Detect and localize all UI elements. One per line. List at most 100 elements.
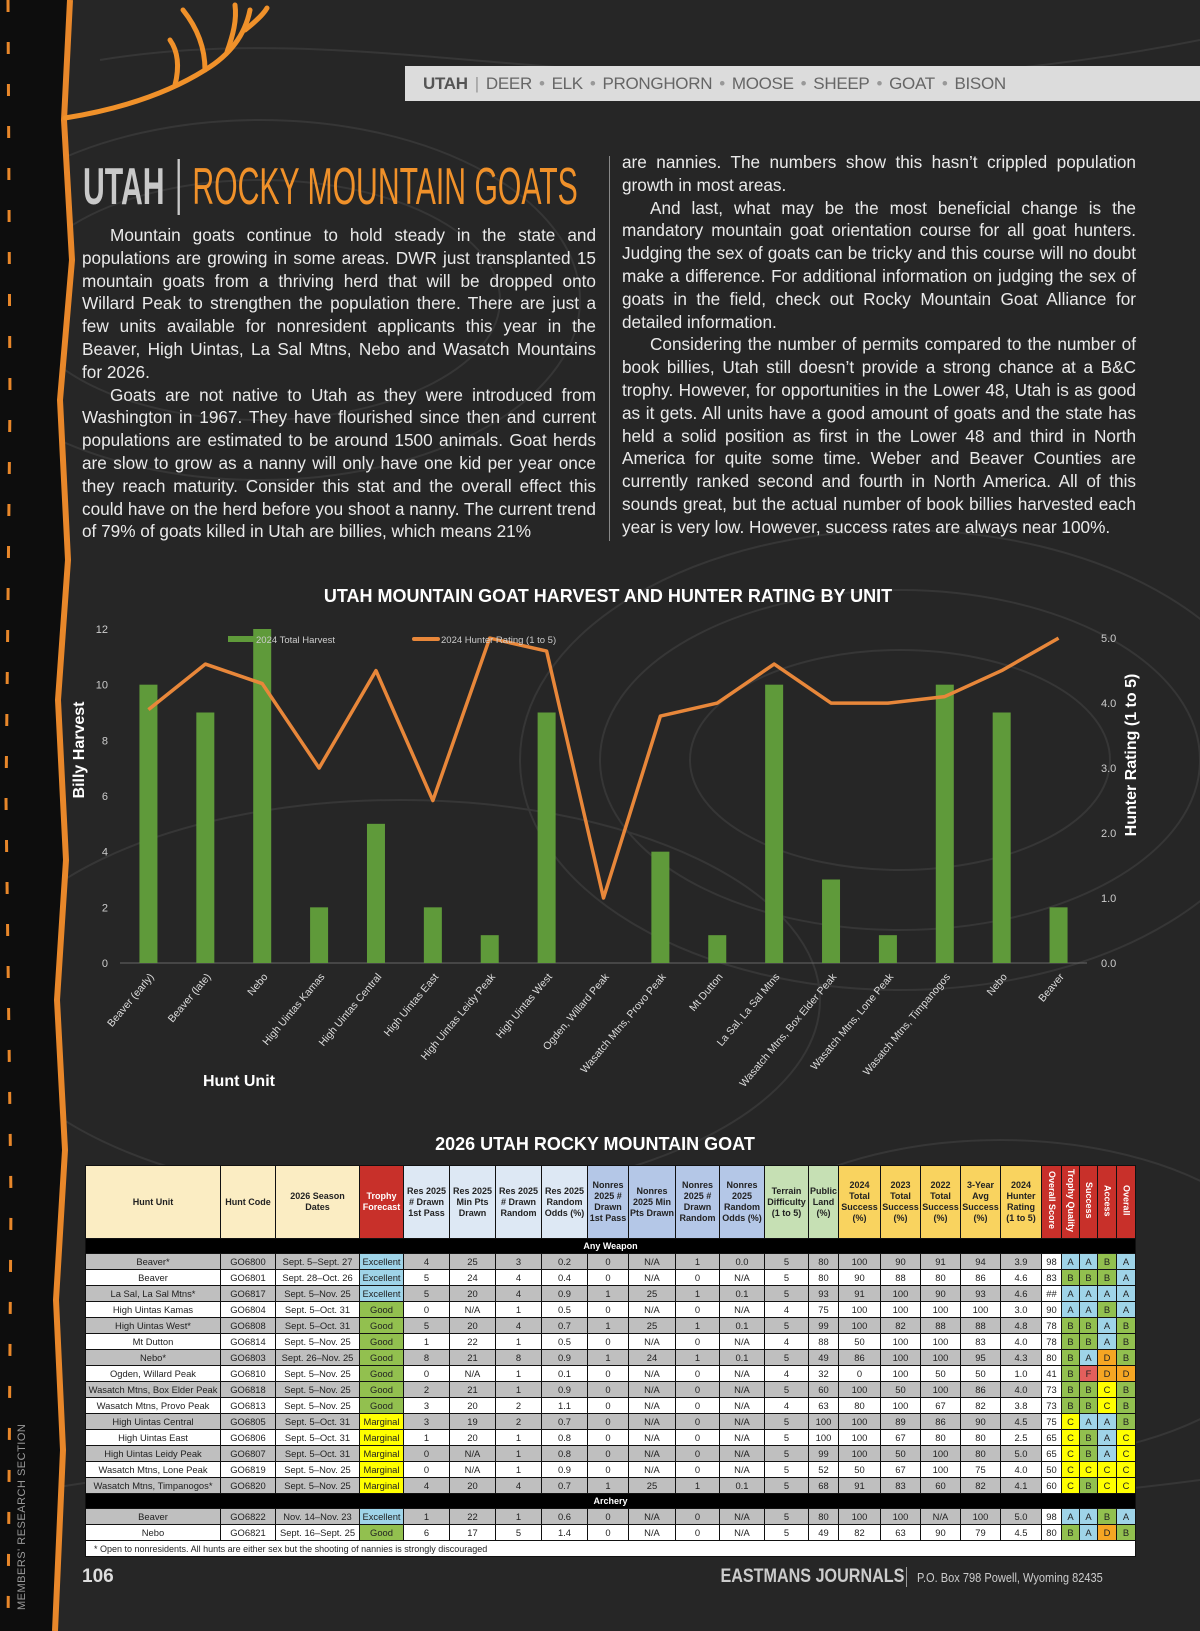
table-row[interactable]: Wasatch Mtns, Provo Peak GO6813 Sept. 5–No…	[85, 1397, 1136, 1414]
table-cell: 4.6	[1000, 1285, 1042, 1302]
trophy-forecast-badge: Good	[359, 1317, 404, 1334]
trophy-forecast-badge: Good	[359, 1381, 404, 1398]
table-cell: 100	[920, 1461, 961, 1478]
grade-cell: B	[1061, 1333, 1080, 1350]
grade-cell: B	[1079, 1397, 1098, 1414]
table-cell: 83	[880, 1477, 921, 1494]
table-cell: 5	[403, 1317, 450, 1334]
antler-logo	[62, 2, 270, 121]
table-row[interactable]: Nebo GO6821 Sept. 16–Sept. 25 Good 6 17 5 1.4 0 N…	[85, 1524, 1136, 1541]
table-cell: 100	[920, 1445, 961, 1462]
column-header: Res 2025 # Drawn Random	[495, 1165, 542, 1239]
table-cell: 93	[808, 1285, 839, 1302]
nav-deer[interactable]: DEER	[485, 73, 532, 93]
table-cell: 90	[1041, 1301, 1062, 1318]
table-row[interactable]: Wasatch Mtns, Box Elder Peak GO6818 Sept. …	[85, 1381, 1136, 1398]
table-row[interactable]: Beaver GO6801 Sept. 28–Oct. 26 Excellent 5 24…	[85, 1269, 1136, 1286]
torn-edge-decoration	[0, 0, 76, 1631]
table-cell: 0	[675, 1445, 720, 1462]
column-header: Hunt Code	[220, 1165, 276, 1239]
table-cell: 0.7	[541, 1477, 588, 1494]
table-row[interactable]: Ogden, Willard Peak GO6810 Sept. 5–Nov. 25…	[85, 1365, 1136, 1382]
table-cell: 4.5	[1000, 1524, 1042, 1541]
x-tick-label: High Uintas East	[382, 971, 442, 1039]
nav-current-state[interactable]: UTAH	[423, 73, 468, 93]
table-cell: 67	[920, 1397, 961, 1414]
table-cell: 100	[960, 1508, 1001, 1525]
x-tick-label: High Uintas West	[494, 971, 555, 1041]
table-row[interactable]: Beaver* GO6800 Sept. 5–Sept. 27 Excellent 4 2…	[85, 1253, 1136, 1270]
table-row[interactable]: Mt Dutton GO6814 Sept. 5–Nov. 25 Good 1 22 1 0.…	[85, 1333, 1136, 1350]
table-cell: 0	[587, 1365, 629, 1382]
nav-goat[interactable]: GOAT	[889, 73, 935, 93]
bar-14	[935, 684, 954, 963]
table-cell: 0	[675, 1429, 720, 1446]
table-cell: 91	[838, 1285, 881, 1302]
table-cell: 1	[495, 1429, 542, 1446]
table-cell: 2	[495, 1413, 542, 1430]
column-header: Terrain Difficulty (1 to 5)	[764, 1165, 809, 1239]
table-row[interactable]: High Uintas East GO6806 Sept. 5–Oct. 31 Mar…	[85, 1429, 1136, 1446]
table-cell: 78	[1041, 1317, 1062, 1334]
table-cell: 4.3	[1000, 1349, 1042, 1366]
table-cell: 82	[838, 1524, 881, 1541]
paragraph: And last, what may be the most beneficia…	[622, 197, 1136, 332]
table-cell: 60	[920, 1477, 961, 1494]
table-cell: 49	[808, 1524, 839, 1541]
table-row[interactable]: Beaver GO6822 Nov. 14–Nov. 23 Excellent 1 22 1…	[85, 1508, 1136, 1525]
table-cell: N/A	[449, 1301, 496, 1318]
table-cell: 100	[880, 1397, 921, 1414]
table-cell: N/A	[628, 1301, 676, 1318]
trophy-forecast-badge: Marginal	[359, 1477, 404, 1494]
table-row[interactable]: High Uintas Central GO6805 Sept. 5–Oct. 31…	[85, 1413, 1136, 1430]
table-cell: 100	[838, 1508, 881, 1525]
table-cell: 4	[495, 1317, 542, 1334]
table-row[interactable]: High Uintas Leidy Peak GO6807 Sept. 5–Oct.…	[85, 1445, 1136, 1462]
nav-pronghorn[interactable]: PRONGHORN	[602, 73, 713, 93]
table-row[interactable]: La Sal, La Sal Mtns* GO6817 Sept. 5–Nov. 2…	[85, 1285, 1136, 1302]
table-cell: 0.6	[541, 1508, 588, 1525]
table-cell: 4	[403, 1477, 450, 1494]
table-cell: 0	[587, 1429, 629, 1446]
x-tick-label: Beaver (late)	[166, 971, 214, 1025]
grade-cell: B	[1061, 1269, 1080, 1286]
table-cell: N/A	[628, 1445, 676, 1462]
section-label: Archery	[85, 1493, 1136, 1509]
grade-cell: A	[1116, 1301, 1136, 1318]
table-cell: Sept. 5–Nov. 25	[275, 1477, 360, 1494]
nav-moose[interactable]: MOOSE	[731, 73, 794, 93]
table-row[interactable]: High Uintas West* GO6808 Sept. 5–Oct. 31 Go…	[85, 1317, 1136, 1334]
table-cell: 20	[449, 1397, 496, 1414]
table-cell: 90	[880, 1253, 921, 1270]
table-cell: 63	[880, 1524, 921, 1541]
table-cell: 2	[495, 1397, 542, 1414]
table-cell: 0	[587, 1269, 629, 1286]
x-axis-title: Hunt Unit	[203, 1073, 276, 1090]
table-cell: 0	[587, 1253, 629, 1270]
table-row[interactable]: High Uintas Kamas GO6804 Sept. 5–Oct. 31 Go…	[85, 1301, 1136, 1318]
column-header: 2023 Total Success (%)	[880, 1165, 921, 1239]
table-cell: 100	[880, 1508, 921, 1525]
table-row[interactable]: Nebo* GO6803 Sept. 26–Nov. 25 Good 8 21 8 0.9 1 2…	[85, 1349, 1136, 1366]
nav-sheep[interactable]: SHEEP	[813, 73, 870, 93]
table-cell: 50	[1041, 1461, 1062, 1478]
table-cell: 4	[403, 1253, 450, 1270]
table-cell: 4	[764, 1333, 809, 1350]
rating-line	[147, 636, 1060, 900]
table-cell: 1	[403, 1508, 450, 1525]
table-cell: N/A	[628, 1333, 676, 1350]
grade-cell: A	[1097, 1317, 1117, 1334]
table-row[interactable]: Wasatch Mtns, Lone Peak GO6819 Sept. 5–Nov…	[85, 1461, 1136, 1478]
table-row[interactable]: Wasatch Mtns, Timpanogos* GO6820 Sept. 5–N…	[85, 1477, 1136, 1494]
grade-cell: A	[1061, 1508, 1080, 1525]
table-cell: 5	[495, 1524, 542, 1541]
table-cell: N/A	[628, 1413, 676, 1430]
trophy-forecast-badge: Good	[359, 1333, 404, 1350]
grade-cell: A	[1116, 1508, 1136, 1525]
nav-bison[interactable]: BISON	[954, 73, 1006, 93]
table-cell: 0.5	[541, 1301, 588, 1318]
hunt-unit-cell: Wasatch Mtns, Box Elder Peak	[85, 1381, 221, 1398]
grade-cell: B	[1079, 1445, 1098, 1462]
paragraph: Mountain goats continue to hold steady i…	[82, 225, 596, 382]
nav-elk[interactable]: ELK	[551, 73, 584, 93]
